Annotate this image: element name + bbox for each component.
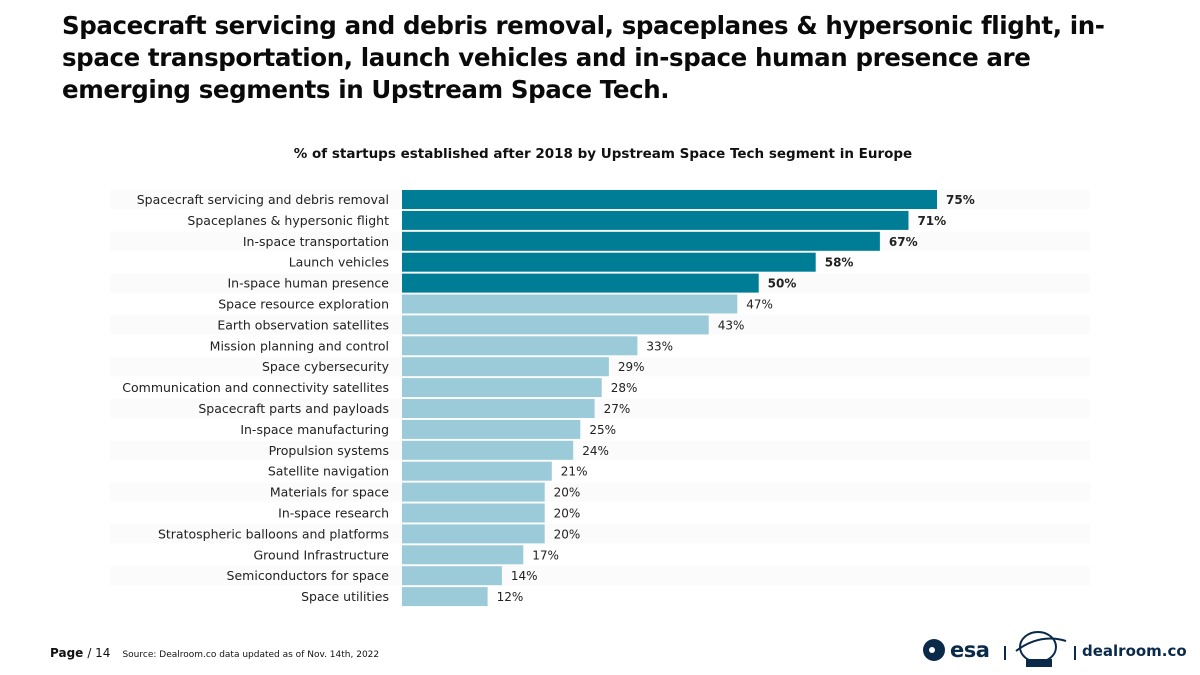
- value-label: 27%: [604, 402, 631, 416]
- bar: [402, 566, 502, 586]
- bar: [402, 190, 937, 209]
- value-label: 58%: [825, 256, 854, 270]
- row-band: [110, 440, 1090, 460]
- bar: [402, 524, 545, 544]
- value-label: 71%: [917, 214, 946, 228]
- value-label: 28%: [611, 381, 638, 395]
- bar: [402, 336, 638, 356]
- bar: [402, 587, 488, 607]
- value-label: 14%: [511, 569, 538, 583]
- row-band: [110, 587, 1090, 607]
- category-label: In-space manufacturing: [240, 422, 389, 437]
- row-band: [110, 503, 1090, 523]
- bar: [402, 231, 880, 251]
- category-labels: Spacecraft servicing and debris removal S…: [122, 192, 389, 604]
- category-label: Spaceplanes & hypersonic flight: [187, 213, 389, 228]
- bar: [402, 399, 595, 418]
- bar: [402, 440, 574, 460]
- bars: [402, 190, 937, 607]
- bar: [402, 482, 545, 502]
- value-labels: 75%71% 67% 58% 50% 47%43% 33%29% 28% 27% 25% 24% 2…: [497, 193, 975, 604]
- value-label: 20%: [554, 486, 581, 500]
- category-label: Space cybersecurity: [262, 359, 390, 374]
- chart-title: % of startups established after 2018 by …: [293, 146, 913, 162]
- bar: [402, 461, 552, 481]
- category-label: Satellite navigation: [268, 464, 389, 479]
- headline: Spacecraft servicing and debris removal,…: [62, 11, 1105, 104]
- page-number: / 14: [87, 646, 111, 660]
- logo-divider: [1074, 646, 1076, 660]
- bar: [402, 273, 759, 293]
- value-label: 21%: [561, 465, 588, 479]
- value-label: 24%: [582, 444, 609, 458]
- row-band: [110, 399, 1090, 418]
- category-label: Spacecraft parts and payloads: [198, 401, 389, 416]
- value-label: 17%: [532, 548, 559, 562]
- dealroom-logo-text: dealroom.co: [1082, 642, 1187, 660]
- esa-emblem-icon: [923, 639, 945, 661]
- row-band: [110, 566, 1090, 586]
- value-label: 29%: [618, 360, 645, 374]
- category-label: Launch vehicles: [289, 255, 389, 270]
- bar: [402, 503, 545, 523]
- category-label: In-space transportation: [243, 234, 389, 249]
- page-label: Page: [50, 646, 84, 660]
- row-bands: [110, 190, 1090, 607]
- bar: [402, 419, 581, 439]
- value-label: 20%: [554, 507, 581, 521]
- category-label: In-space human presence: [227, 276, 389, 291]
- value-label: 12%: [497, 590, 524, 604]
- value-label: 47%: [746, 298, 773, 312]
- category-label: In-space research: [278, 506, 389, 521]
- value-label: 50%: [768, 277, 797, 291]
- bar: [402, 545, 524, 565]
- row-band: [110, 524, 1090, 544]
- partner-logos: esa dealroom.co: [920, 628, 1187, 670]
- category-label: Propulsion systems: [269, 443, 389, 458]
- bar: [402, 252, 816, 272]
- category-label: Space resource exploration: [218, 297, 389, 312]
- value-label: 20%: [554, 527, 581, 541]
- value-label: 67%: [889, 235, 918, 249]
- category-label: Mission planning and control: [210, 338, 389, 353]
- category-label: Ground Infrastructure: [254, 547, 390, 562]
- esa-logo-text: esa: [950, 638, 990, 662]
- category-label: Semiconductors for space: [227, 568, 390, 583]
- category-label: Spacecraft servicing and debris removal: [137, 192, 389, 207]
- category-label: Communication and connectivity satellite…: [122, 380, 389, 395]
- value-label: 43%: [718, 318, 745, 332]
- value-label: 33%: [646, 339, 673, 353]
- category-label: Earth observation satellites: [217, 317, 389, 332]
- logo-divider: [1004, 646, 1006, 660]
- source-note: Source: Dealroom.co data updated as of N…: [122, 650, 380, 660]
- bar: [402, 210, 909, 230]
- category-label: Stratospheric balloons and platforms: [158, 526, 389, 541]
- bar: [402, 315, 709, 335]
- row-band: [110, 461, 1090, 481]
- row-band: [110, 482, 1090, 502]
- value-label: 75%: [946, 193, 975, 207]
- bar: [402, 378, 602, 398]
- bar: [402, 357, 609, 377]
- row-band: [110, 545, 1090, 565]
- bar: [402, 294, 738, 314]
- row-band: [110, 419, 1090, 439]
- category-label: Materials for space: [270, 485, 389, 500]
- value-label: 25%: [589, 423, 616, 437]
- category-label: Space utilities: [301, 589, 389, 604]
- bar-chart: Spacecraft servicing and debris removal S…: [110, 190, 1090, 607]
- footer: Page / 14 Source: Dealroom.co data updat…: [50, 646, 379, 660]
- esa-seal-icon: [1015, 631, 1067, 667]
